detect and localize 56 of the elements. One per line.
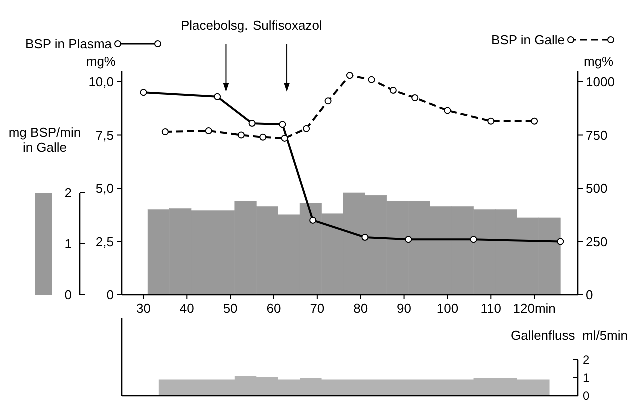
legend-label: BSP in Plasma [26, 36, 113, 52]
y-tick-label: 1 [583, 371, 590, 386]
point [238, 132, 245, 139]
point [214, 93, 222, 100]
point [368, 76, 376, 84]
x-tick-label: 30 [136, 301, 151, 316]
point [205, 127, 212, 134]
y-tick-label: 2 [583, 353, 590, 368]
ref-line-label: Placebolsg. [181, 18, 248, 33]
y3-axis-title: mg BSP/min in Galle [8, 125, 82, 155]
y2-tick-label: 500 [586, 181, 608, 196]
x-tick-label: 60 [266, 301, 282, 316]
point [470, 236, 478, 244]
point [488, 118, 495, 125]
y-tick-label: 7,5 [96, 128, 114, 143]
x-tick-label: 120min [513, 301, 556, 316]
x-tick-label: 100 [436, 301, 459, 316]
y2-tick-label: 750 [586, 128, 608, 143]
y3-tick-label: 0 [64, 288, 72, 303]
point [531, 118, 538, 125]
y2-axis-title: mg% [584, 54, 614, 69]
point [279, 121, 286, 128]
y2-tick-label: 1000 [586, 74, 615, 90]
y-tick-label: 2,5 [96, 234, 114, 250]
legend-label: BSP in Galle [492, 32, 565, 48]
y-axis-title: Gallenfluss ml/5min [510, 328, 628, 343]
point [557, 238, 564, 246]
x-tick-label: 50 [223, 301, 238, 316]
x-tick-label: 70 [310, 301, 325, 316]
point [281, 134, 288, 142]
y-tick-label: 5,0 [96, 181, 114, 196]
point [412, 94, 419, 102]
x-tick-label: 40 [180, 301, 194, 316]
point [444, 107, 452, 114]
point [260, 134, 267, 141]
point [390, 87, 397, 94]
point [324, 98, 332, 105]
point [248, 120, 256, 128]
x-tick-label: 80 [354, 301, 368, 316]
y3-tick-label: 1 [64, 236, 72, 252]
y-tick-label: 0 [106, 288, 114, 303]
point [310, 216, 317, 224]
ref-line-label: Sulfisoxazol [253, 18, 323, 33]
y3-tick-label: 2 [64, 186, 72, 201]
y-tick-label: 0 [583, 389, 590, 404]
point [303, 125, 310, 132]
y2-tick-label: 250 [586, 234, 608, 250]
x-tick-label: 90 [397, 301, 412, 316]
y-axis-title: mg% [86, 54, 116, 69]
x-tick-label: 110 [480, 301, 502, 316]
point [362, 234, 369, 241]
point [346, 72, 354, 80]
point [405, 236, 412, 244]
point [162, 128, 169, 136]
point [140, 89, 148, 96]
y-tick-label: 10,0 [88, 74, 114, 90]
